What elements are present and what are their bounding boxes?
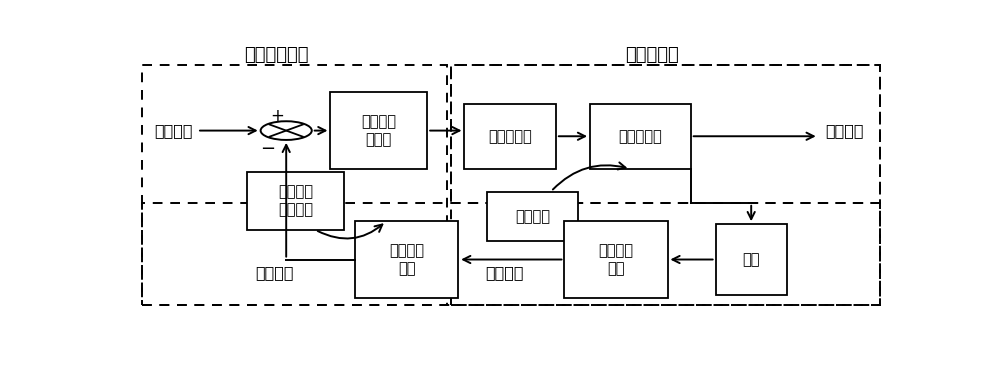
Text: 二维信号: 二维信号 [486, 265, 524, 280]
Text: 相机: 相机 [742, 252, 760, 267]
Text: 机器人正解: 机器人正解 [618, 129, 662, 144]
Bar [355, 221, 458, 298]
Bar [716, 224, 787, 295]
Text: 图像处理
环节: 图像处理 环节 [598, 243, 633, 276]
Text: 误差产生: 误差产生 [515, 209, 550, 224]
Text: 当前位姿: 当前位姿 [255, 265, 294, 280]
Text: −: − [260, 140, 275, 158]
Bar [590, 104, 691, 169]
Text: 目标物体
几何知识: 目标物体 几何知识 [278, 184, 313, 217]
Bar [450, 66, 880, 305]
Circle shape [261, 121, 312, 140]
Bar [464, 104, 556, 169]
Text: 机器人逆解: 机器人逆解 [488, 129, 532, 144]
Bar [247, 172, 344, 230]
Bar [330, 92, 427, 169]
Text: +: + [270, 107, 284, 124]
Text: 期望位姿: 期望位姿 [154, 123, 192, 138]
Text: 外部控制系统: 外部控制系统 [244, 46, 308, 64]
Bar [487, 191, 578, 241]
Text: 实际位姿: 实际位姿 [825, 123, 863, 138]
Text: 照相机逆
映射: 照相机逆 映射 [389, 243, 424, 276]
Bar [564, 221, 668, 298]
Text: 视觉伺服
控制器: 视觉伺服 控制器 [361, 114, 396, 147]
Bar [142, 203, 880, 305]
Bar [142, 66, 447, 305]
Text: 机器人系统: 机器人系统 [625, 46, 679, 64]
Bar [450, 66, 880, 203]
